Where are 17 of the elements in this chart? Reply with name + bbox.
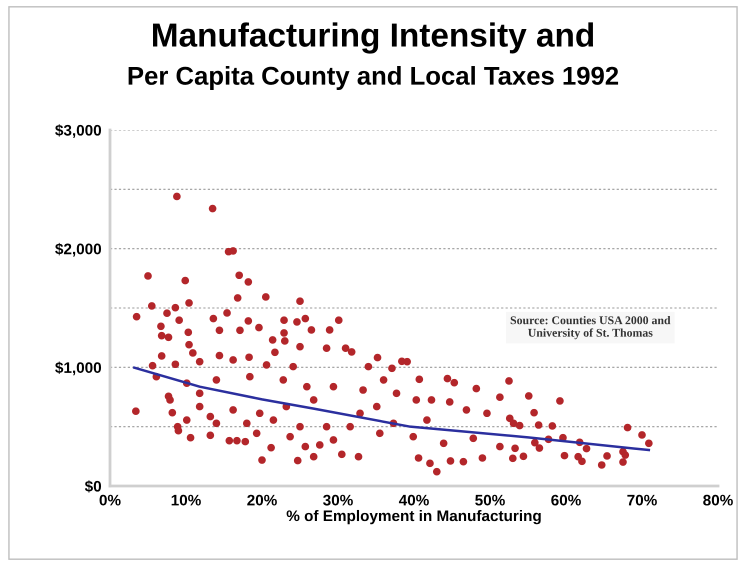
x-axis-title: % of Employment in Manufacturing bbox=[286, 510, 541, 524]
x-tick-label: 0% bbox=[100, 494, 121, 506]
x-tick-label: 10% bbox=[172, 494, 201, 506]
annotation: Source: Counties USA 2000 and University of St. Thomas bbox=[510, 316, 670, 340]
x-tick-label: 50% bbox=[475, 494, 505, 506]
x-tick-label: 80% bbox=[703, 494, 733, 506]
x-tick-label: 30% bbox=[323, 494, 353, 506]
x-tick-label: 20% bbox=[247, 494, 277, 506]
x-tick-label: 60% bbox=[551, 494, 581, 506]
y-tick-label: $1,000 bbox=[55, 362, 102, 376]
x-tick-label: 70% bbox=[627, 494, 657, 506]
line-series bbox=[133, 366, 650, 452]
x-tick-label: 40% bbox=[398, 494, 429, 506]
y-tick-label: $3,000 bbox=[55, 124, 102, 138]
y-tick-label: $2,000 bbox=[55, 242, 102, 257]
chart-title: Manufacturing Intensity and Per Capita County and Local Taxes 1992 bbox=[128, 22, 618, 90]
y-tick-label: $0 bbox=[84, 480, 102, 493]
